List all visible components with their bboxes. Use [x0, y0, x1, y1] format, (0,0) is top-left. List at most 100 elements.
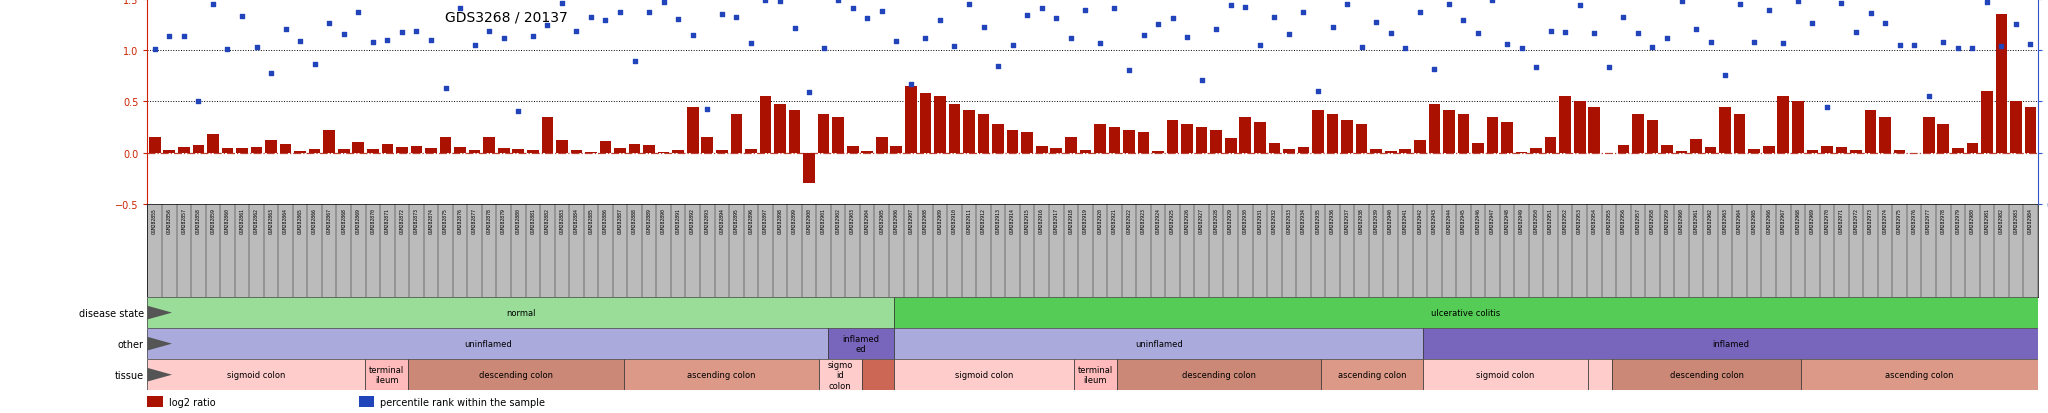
Text: GSM282912: GSM282912: [981, 207, 985, 233]
Point: [168, 33, 201, 40]
Bar: [827, 328, 895, 359]
Point: [1286, 9, 1319, 16]
Bar: [862, 359, 895, 390]
Text: GSM282963: GSM282963: [1722, 207, 1729, 233]
Point: [1665, 0, 1698, 5]
Text: GSM282856: GSM282856: [166, 207, 172, 233]
Point: [836, 6, 868, 12]
Text: uninflamed: uninflamed: [463, 339, 512, 348]
Point: [1141, 21, 1174, 28]
Bar: [1321, 359, 1423, 390]
Point: [866, 9, 899, 16]
Text: GSM282903: GSM282903: [850, 207, 856, 233]
Bar: [541, 118, 553, 153]
Bar: [1284, 150, 1294, 153]
Bar: [1589, 107, 1599, 153]
Bar: [1051, 149, 1063, 153]
Text: GSM282976: GSM282976: [1911, 207, 1917, 233]
Text: GSM282897: GSM282897: [764, 207, 768, 233]
Point: [1708, 72, 1741, 79]
Text: GSM282862: GSM282862: [254, 207, 258, 233]
Text: GSM282951: GSM282951: [1548, 207, 1552, 233]
Text: GSM282901: GSM282901: [821, 207, 825, 233]
Point: [821, 0, 854, 4]
Point: [1577, 31, 1610, 38]
Text: GSM282859: GSM282859: [211, 207, 215, 233]
Text: GSM282890: GSM282890: [662, 207, 666, 233]
Bar: [352, 143, 365, 153]
Text: GSM282914: GSM282914: [1010, 207, 1016, 233]
Point: [285, 38, 317, 45]
Text: sigmoid colon: sigmoid colon: [1477, 370, 1534, 379]
Bar: [1923, 118, 1935, 153]
Bar: [643, 146, 655, 153]
Text: GSM282966: GSM282966: [1765, 207, 1772, 233]
Bar: [934, 97, 946, 153]
Text: GSM282983: GSM282983: [2013, 207, 2019, 233]
Text: GDS3268 / 20137: GDS3268 / 20137: [444, 10, 567, 24]
Bar: [848, 147, 858, 153]
Point: [778, 26, 811, 33]
Text: GSM282916: GSM282916: [1038, 207, 1044, 233]
Text: descending colon: descending colon: [479, 370, 553, 379]
Bar: [281, 145, 291, 153]
Bar: [483, 138, 496, 153]
Bar: [164, 151, 174, 153]
Bar: [1516, 152, 1528, 153]
Text: GSM282938: GSM282938: [1360, 207, 1364, 233]
Text: GSM282972: GSM282972: [1853, 207, 1858, 233]
Point: [981, 64, 1014, 70]
Point: [1171, 35, 1204, 41]
Text: GSM282931: GSM282931: [1257, 207, 1262, 233]
Point: [1548, 29, 1581, 36]
Text: GSM282971: GSM282971: [1839, 207, 1843, 233]
Bar: [963, 110, 975, 153]
Bar: [1094, 125, 1106, 153]
Point: [1229, 5, 1262, 12]
Bar: [948, 104, 961, 153]
Text: GSM282902: GSM282902: [836, 207, 840, 233]
Bar: [455, 147, 465, 153]
Bar: [1313, 110, 1323, 153]
Text: GSM282927: GSM282927: [1200, 207, 1204, 233]
Point: [1534, 29, 1567, 36]
Bar: [817, 114, 829, 153]
Point: [1272, 32, 1305, 38]
Point: [735, 40, 768, 47]
Point: [690, 107, 723, 113]
Point: [647, 0, 680, 6]
Bar: [819, 359, 862, 390]
Text: terminal
ileum: terminal ileum: [1077, 365, 1112, 385]
Point: [1243, 43, 1276, 49]
Point: [590, 17, 623, 24]
Text: GSM282948: GSM282948: [1505, 207, 1509, 233]
Point: [676, 33, 709, 40]
Text: GSM282884: GSM282884: [573, 207, 580, 233]
Point: [662, 17, 694, 24]
Text: GSM282867: GSM282867: [328, 207, 332, 233]
Text: GSM282968: GSM282968: [1796, 207, 1800, 233]
Bar: [207, 135, 219, 153]
Bar: [1384, 152, 1397, 153]
Text: GSM282896: GSM282896: [748, 207, 754, 233]
Bar: [1210, 131, 1223, 153]
Text: inflamed: inflamed: [1712, 339, 1749, 348]
Text: GSM282878: GSM282878: [487, 207, 492, 233]
Text: GSM282875: GSM282875: [442, 207, 449, 233]
Point: [1985, 43, 2017, 50]
Bar: [920, 94, 932, 153]
Text: GSM282909: GSM282909: [938, 207, 942, 233]
Point: [516, 34, 549, 40]
Bar: [905, 87, 918, 153]
Point: [924, 17, 956, 24]
Text: GSM282949: GSM282949: [1520, 207, 1524, 233]
Text: GSM282882: GSM282882: [545, 207, 549, 233]
Point: [1012, 13, 1044, 19]
Point: [1360, 19, 1393, 26]
Bar: [717, 150, 727, 153]
Text: disease state: disease state: [78, 308, 143, 318]
Point: [1810, 104, 1843, 111]
Bar: [1675, 152, 1688, 153]
Bar: [358, 396, 375, 407]
Point: [1389, 46, 1421, 52]
